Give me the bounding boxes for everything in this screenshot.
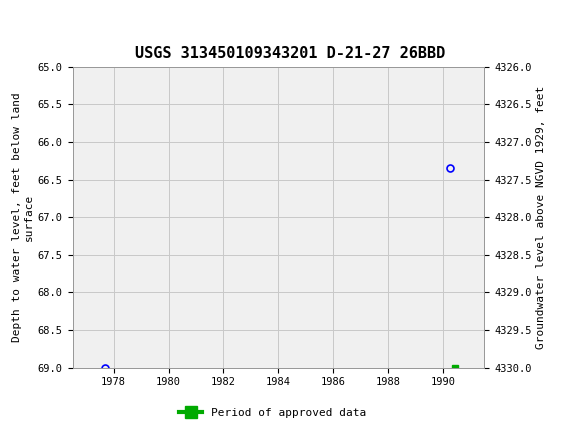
Y-axis label: Depth to water level, feet below land
surface: Depth to water level, feet below land su… (12, 92, 34, 342)
Legend: Period of approved data: Period of approved data (175, 403, 370, 422)
Y-axis label: Groundwater level above NGVD 1929, feet: Groundwater level above NGVD 1929, feet (536, 86, 546, 349)
Text: ≡USGS: ≡USGS (10, 14, 65, 31)
Text: USGS 313450109343201 D-21-27 26BBD: USGS 313450109343201 D-21-27 26BBD (135, 46, 445, 61)
